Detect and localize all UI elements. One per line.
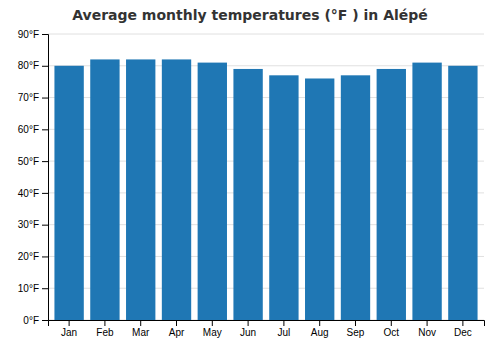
bar xyxy=(305,78,334,320)
x-tick: Apr xyxy=(169,320,185,338)
x-tick-mark xyxy=(427,320,428,326)
x-tick-label: May xyxy=(203,327,222,338)
bar xyxy=(448,66,477,320)
x-tick-label: Jan xyxy=(61,327,77,338)
x-tick: Dec xyxy=(454,320,472,338)
x-tick-label: Oct xyxy=(384,327,400,338)
x-tick: Sep xyxy=(347,320,365,338)
x-tick: Nov xyxy=(418,320,436,338)
bar xyxy=(162,59,191,320)
y-tick: 90°F xyxy=(18,29,48,40)
x-tick-mark xyxy=(355,320,356,326)
x-tick: Aug xyxy=(311,320,329,338)
y-tick-mark xyxy=(42,34,48,35)
x-tick: Jul xyxy=(277,320,290,338)
x-axis: Jan Feb Mar Apr May Jun Jul Aug Sep Oct Nov Dec xyxy=(49,320,485,338)
bar xyxy=(269,75,298,320)
x-tick: Jun xyxy=(240,320,256,338)
x-tick-label: Sep xyxy=(347,327,365,338)
y-tick: 30°F xyxy=(18,219,48,230)
y-tick-label: 80°F xyxy=(18,60,39,71)
x-tick-label: Mar xyxy=(132,327,150,338)
y-tick: 60°F xyxy=(18,124,48,135)
x-tick-label: Jun xyxy=(240,327,256,338)
x-tick-label: Dec xyxy=(454,327,472,338)
y-tick: 80°F xyxy=(18,60,48,71)
x-tick-mark xyxy=(140,320,141,326)
y-tick-mark xyxy=(42,98,48,99)
x-tick-mark xyxy=(283,320,284,326)
y-tick-label: 0°F xyxy=(23,315,39,326)
x-axis-line xyxy=(49,321,485,327)
bar xyxy=(90,59,119,320)
y-tick-mark xyxy=(42,256,48,257)
title: Average monthly temperatures (°F ) in Al… xyxy=(72,7,428,23)
x-tick-mark xyxy=(176,320,177,326)
y-axis-line xyxy=(42,35,49,321)
x-tick-label: Apr xyxy=(169,327,185,338)
chart-svg: 0°F 10°F 20°F 30°F 40°F 50°F 60°F 70°F 80°F 90°F J… xyxy=(0,0,500,350)
y-tick-mark xyxy=(42,66,48,67)
y-tick: 0°F xyxy=(23,315,48,326)
y-tick-mark xyxy=(42,193,48,194)
bar xyxy=(341,75,370,320)
chart-container: 0°F 10°F 20°F 30°F 40°F 50°F 60°F 70°F 80°F 90°F J… xyxy=(0,0,500,350)
grid xyxy=(48,34,484,320)
y-tick-mark xyxy=(42,161,48,162)
bar xyxy=(198,63,227,320)
x-tick-mark xyxy=(248,320,249,326)
bar xyxy=(54,66,83,320)
y-tick: 70°F xyxy=(18,92,48,103)
y-tick-label: 60°F xyxy=(18,124,39,135)
y-tick-label: 40°F xyxy=(18,188,39,199)
y-tick: 20°F xyxy=(18,251,48,262)
x-tick-mark xyxy=(69,320,70,326)
x-tick: Mar xyxy=(132,320,150,338)
x-tick-mark xyxy=(212,320,213,326)
y-tick-mark xyxy=(42,225,48,226)
x-tick: Feb xyxy=(96,320,114,338)
x-tick-mark xyxy=(319,320,320,326)
y-tick: 10°F xyxy=(18,283,48,294)
y-tick-mark xyxy=(42,320,48,321)
y-axis: 0°F 10°F 20°F 30°F 40°F 50°F 60°F 70°F 80°F 90°F xyxy=(18,29,49,326)
x-tick-label: Nov xyxy=(418,327,436,338)
bar xyxy=(412,63,441,320)
x-tick-mark xyxy=(462,320,463,326)
y-tick-label: 50°F xyxy=(18,156,39,167)
y-tick-label: 10°F xyxy=(18,283,39,294)
y-tick: 40°F xyxy=(18,188,48,199)
x-tick: Oct xyxy=(384,320,400,338)
x-tick: May xyxy=(203,320,222,338)
bar xyxy=(233,69,262,320)
y-tick-mark xyxy=(42,129,48,130)
grid-line xyxy=(48,34,484,35)
y-tick-label: 70°F xyxy=(18,92,39,103)
bars xyxy=(54,59,477,320)
y-tick: 50°F xyxy=(18,156,48,167)
x-tick-mark xyxy=(104,320,105,326)
y-tick-label: 90°F xyxy=(18,29,39,40)
y-tick-mark xyxy=(42,288,48,289)
x-tick-label: Aug xyxy=(311,327,329,338)
x-tick-label: Feb xyxy=(96,327,114,338)
plot: 0°F 10°F 20°F 30°F 40°F 50°F 60°F 70°F 80°F 90°F J… xyxy=(18,29,485,338)
x-tick-label: Jul xyxy=(277,327,290,338)
y-tick-label: 20°F xyxy=(18,251,39,262)
x-tick: Jan xyxy=(61,320,77,338)
bar xyxy=(126,59,155,320)
x-tick-mark xyxy=(391,320,392,326)
bar xyxy=(377,69,406,320)
y-tick-label: 30°F xyxy=(18,219,39,230)
